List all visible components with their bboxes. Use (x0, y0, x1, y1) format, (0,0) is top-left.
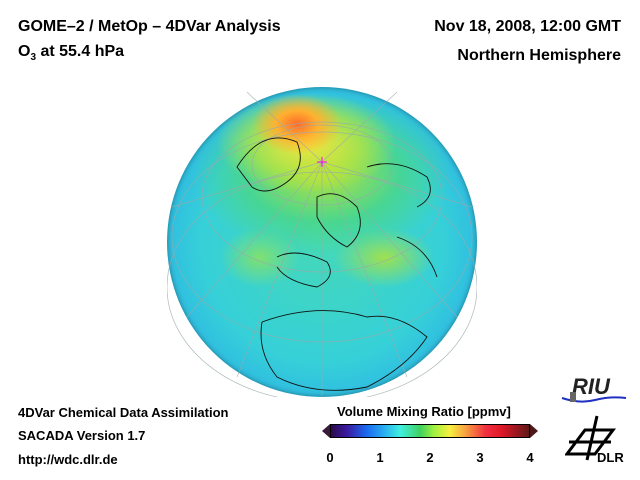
species-suffix: at 55.4 hPa (36, 43, 125, 60)
colorbar-tick-label: 1 (376, 450, 384, 465)
map-title: GOME–2 / MetOp – 4DVar Analysis (18, 18, 281, 35)
footer-line2: SACADA Version 1.7 (18, 428, 146, 443)
footer-line1: 4DVar Chemical Data Assimilation (18, 405, 229, 420)
riu-logo-wave (561, 392, 627, 403)
riu-logo: RIU (572, 374, 610, 399)
colorbar-tick-label: 2 (426, 450, 434, 465)
graticule (167, 91, 477, 397)
dlr-logo-icon (565, 415, 616, 461)
ozone-globe-map (167, 87, 477, 397)
dlr-logo-text: DLR (597, 450, 624, 465)
colorbar (330, 424, 530, 438)
species-label: O3 at 55.4 hPa (18, 43, 124, 63)
north-pole-marker (317, 157, 327, 167)
datetime-label: Nov 18, 2008, 12:00 GMT (434, 18, 621, 35)
colorbar-title: Volume Mixing Ratio [ppmv] (337, 404, 511, 419)
colorbar-tick-label: 4 (526, 450, 534, 465)
species-prefix: O (18, 43, 31, 60)
footer-url[interactable]: http://wdc.dlr.de (18, 452, 118, 467)
species-subscript: 3 (30, 52, 37, 64)
colorbar-min-arrow (322, 424, 330, 438)
colorbar-tick-label: 0 (326, 450, 334, 465)
coastlines (236, 137, 438, 391)
colorbar-max-arrow (530, 424, 538, 438)
region-label: Northern Hemisphere (457, 47, 621, 64)
colorbar-tick-label: 3 (476, 450, 484, 465)
